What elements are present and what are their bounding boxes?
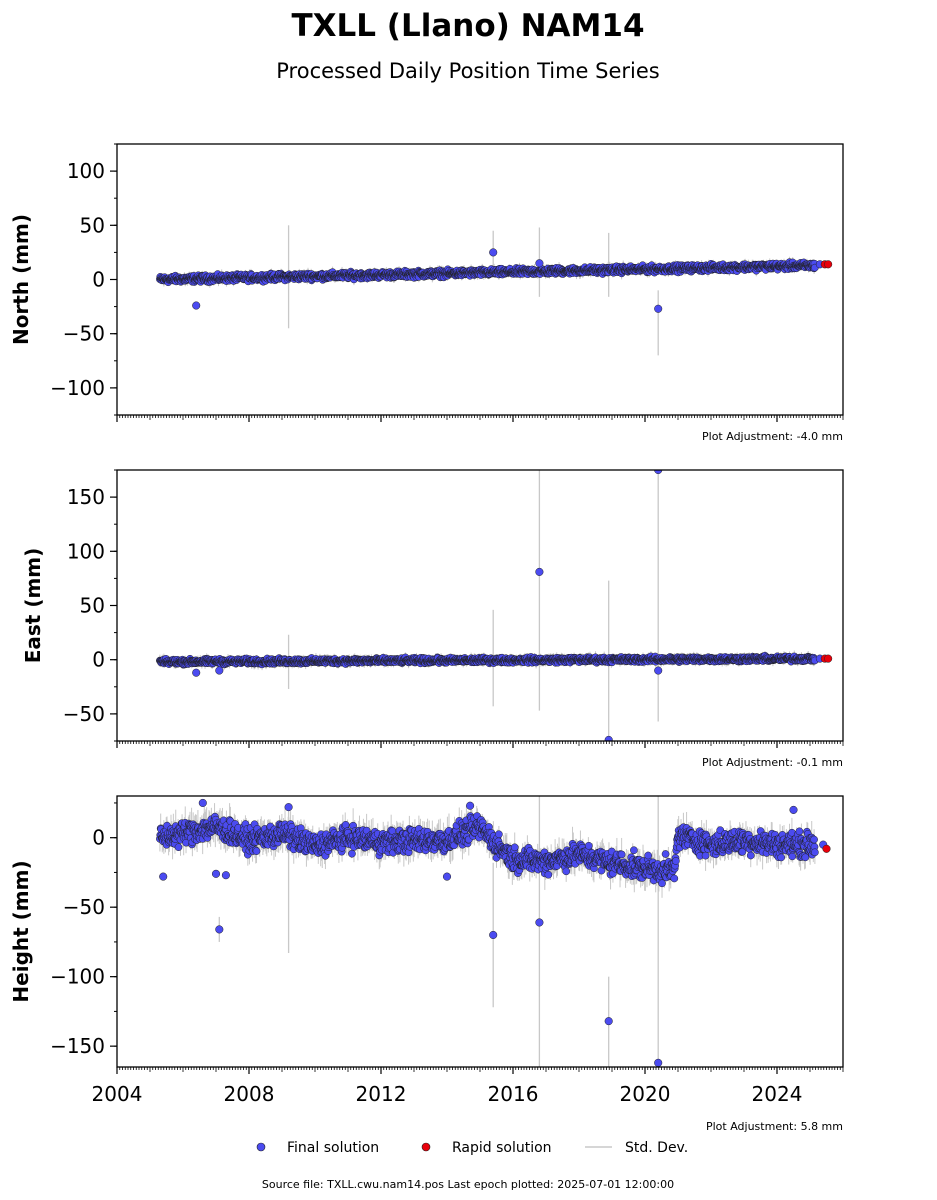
y-tick-label: 50 — [80, 213, 105, 237]
final-point-outlier — [192, 301, 201, 310]
chart-title: TXLL (Llano) NAM14 — [291, 8, 644, 44]
east-plot-area — [156, 470, 833, 741]
north-y-axis: −100 −50 0 50 100 — [50, 143, 117, 416]
rapid-point — [824, 260, 833, 269]
final-point-outlier — [535, 259, 544, 268]
north-final-points — [156, 248, 824, 313]
y-tick-label: −100 — [50, 376, 105, 400]
north-y-label: North (mm) — [9, 214, 33, 345]
final-point-outlier — [654, 304, 663, 313]
east-stddev-bars — [159, 470, 816, 741]
north-plot-area — [156, 225, 833, 356]
y-tick-label: 100 — [67, 159, 105, 183]
north-rapid-points — [820, 260, 833, 269]
north-x-axis — [116, 415, 844, 422]
final-point-outlier — [489, 248, 498, 257]
panel-north: −100 −50 0 50 100 North (mm) Plot Adjustment: … — [9, 143, 844, 443]
chart-subtitle: Processed Daily Position Time Series — [276, 59, 660, 83]
panels: −100 −50 0 50 100 North (mm) Plot Adjustment: … — [9, 143, 844, 1133]
y-tick-label: 0 — [92, 268, 105, 292]
north-plot-adjustment: Plot Adjustment: -4.0 mm — [702, 430, 843, 443]
north-stddev-bars — [159, 225, 816, 356]
y-tick-label: −50 — [63, 322, 105, 346]
east-final-points — [156, 470, 824, 741]
